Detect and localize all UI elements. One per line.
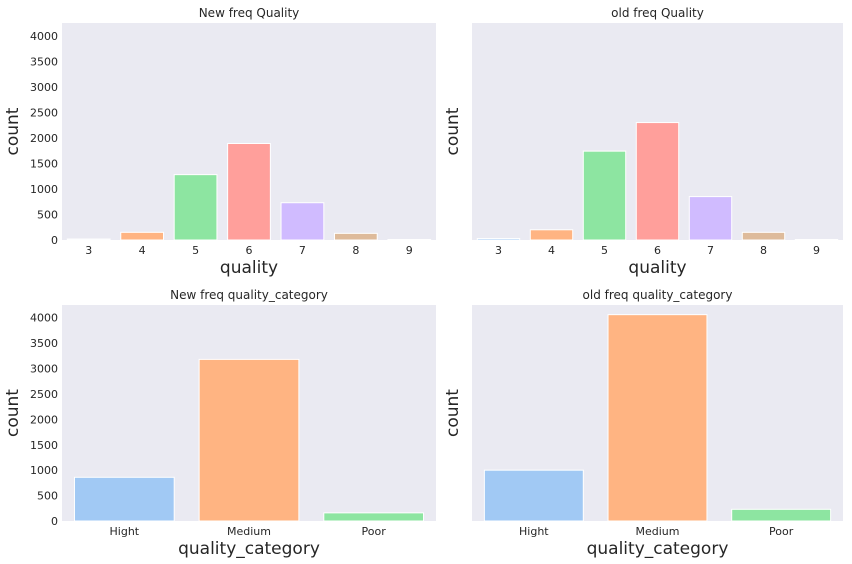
chart-panel-3: New freq quality_category Hight Medium Poor… (3, 288, 436, 559)
y-tick-label: 2000 (30, 413, 58, 426)
bar-9 (794, 238, 839, 241)
y-tick-label: 2500 (30, 106, 58, 119)
x-tick-label: 4 (139, 244, 146, 257)
x-tick-label: Hight (110, 525, 140, 538)
bar-3 (66, 238, 111, 241)
x-axis-label: quality (628, 258, 686, 278)
y-tick-label: 2000 (30, 132, 58, 145)
bar-Medium (198, 358, 300, 522)
y-tick-label: 3000 (30, 81, 58, 94)
y-tick-label: 0 (51, 515, 58, 528)
x-tick-label: Hight (519, 525, 549, 538)
x-tick-label: Poor (769, 525, 794, 538)
y-axis-label: count (3, 107, 23, 155)
x-tick-label: 5 (601, 244, 608, 257)
y-tick-label: 1500 (30, 157, 58, 170)
chart-title: old freq quality_category (583, 288, 733, 302)
bar-4 (120, 231, 165, 241)
y-tick-label: 500 (37, 208, 58, 221)
x-tick-label: 5 (192, 244, 199, 257)
bar-5 (582, 150, 627, 241)
y-tick-label: 3500 (30, 337, 58, 350)
x-tick-label: 6 (246, 244, 253, 257)
x-tick-label: 3 (495, 244, 502, 257)
y-axis-label: count (3, 389, 23, 437)
bar-6 (635, 122, 680, 241)
x-tick-label: 9 (813, 244, 820, 257)
x-tick-label: 7 (299, 244, 306, 257)
y-tick-label: 3000 (30, 363, 58, 376)
y-axis-label: count (443, 389, 463, 437)
x-tick-label: 8 (760, 244, 767, 257)
x-tick-label: Medium (636, 525, 680, 538)
y-tick-label: 500 (37, 490, 58, 503)
x-tick-label: Poor (362, 525, 387, 538)
bar-7 (688, 196, 733, 241)
x-tick-label: 8 (352, 244, 359, 257)
bar-3 (476, 237, 521, 241)
x-axis-label: quality (220, 258, 278, 278)
bar-Poor (323, 512, 425, 522)
bar-8 (741, 231, 786, 241)
bar-5 (173, 174, 218, 241)
x-tick-label: 6 (654, 244, 661, 257)
y-tick-label: 4000 (30, 30, 58, 43)
x-tick-label: 7 (707, 244, 714, 257)
chart-title: New freq quality_category (170, 288, 328, 302)
chart-panel-2: old freq Quality 3 4 5 6 7 8 9 quality count (443, 6, 843, 278)
y-tick-label: 1500 (30, 439, 58, 452)
chart-panel-4: old freq quality_category Hight Medium Poor… (443, 288, 843, 559)
chart-title: New freq Quality (199, 6, 300, 20)
bar-Hight (483, 469, 584, 522)
bar-Hight (73, 476, 175, 522)
bar-7 (280, 202, 325, 241)
x-tick-label: 3 (85, 244, 92, 257)
y-tick-label: 1000 (30, 183, 58, 196)
bar-8 (333, 232, 378, 241)
y-tick-label: 3500 (30, 55, 58, 68)
y-tick-label: 0 (51, 234, 58, 247)
x-axis-label: quality_category (178, 539, 320, 559)
bar-Poor (731, 508, 832, 522)
bar-Medium (607, 314, 708, 522)
x-axis-label: quality_category (587, 539, 729, 559)
chart-panel-1: New freq Quality 3 4 5 6 7 8 9 0 500 1000 1500 2000 2… (3, 6, 436, 278)
bar-6 (227, 142, 271, 241)
y-tick-label: 2500 (30, 388, 58, 401)
chart-title: old freq Quality (611, 6, 704, 20)
x-tick-label: 9 (406, 244, 413, 257)
y-axis-label: count (443, 107, 463, 155)
y-tick-label: 1000 (30, 464, 58, 477)
bar-4 (529, 229, 574, 241)
x-tick-label: 4 (548, 244, 555, 257)
y-tick-label: 4000 (30, 312, 58, 325)
bar-9 (387, 238, 432, 241)
x-tick-label: Medium (227, 525, 271, 538)
